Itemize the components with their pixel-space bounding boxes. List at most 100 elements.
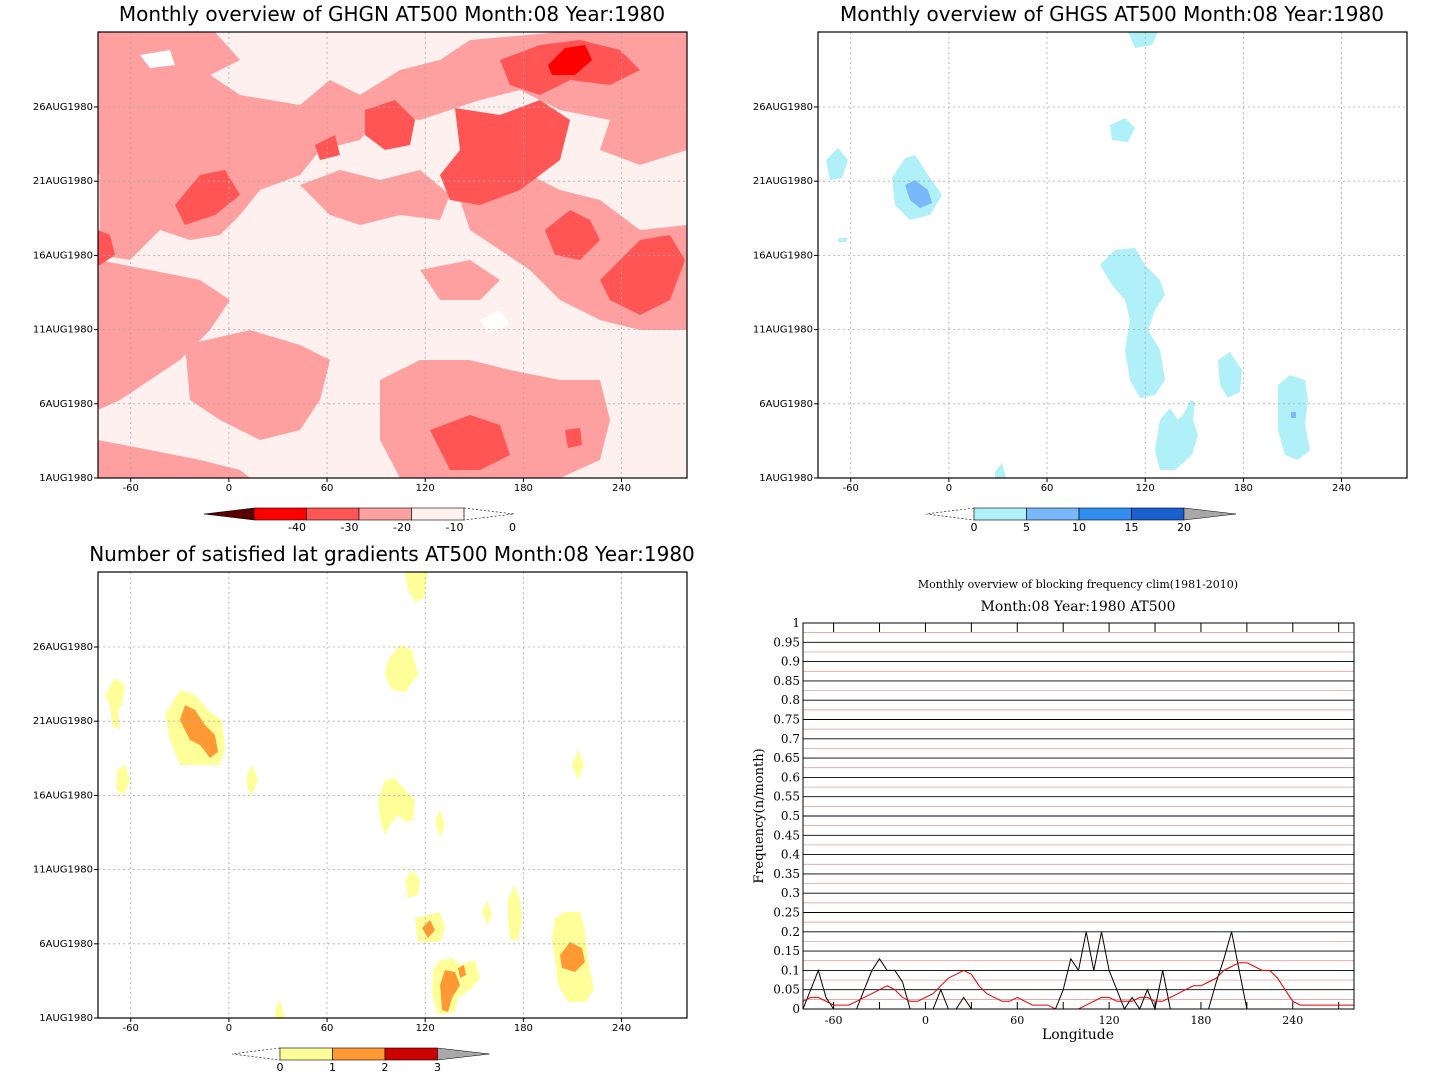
freq-y-tick-label: 0.15 xyxy=(773,944,800,958)
freq-y-tick-label: 0.25 xyxy=(773,906,800,920)
ghgs-y-axis: 1AUG1980 6AUG1980 11AUG1980 16AUG1980 21AUG1… xyxy=(753,102,818,484)
freq-y-tick-label: 0.5 xyxy=(781,809,800,823)
latgrad-region xyxy=(422,920,435,938)
latgrad-x-tick-label: 120 xyxy=(416,1023,435,1034)
ghgs-colorbar-swatch xyxy=(1026,507,1080,521)
ghgn-colorbar-label: -30 xyxy=(341,521,359,534)
latgrad-region xyxy=(560,942,585,972)
latgrad-colorbar-swatch xyxy=(279,1047,333,1061)
latgrad-region xyxy=(405,572,428,602)
freq-y-tick-label: 0 xyxy=(792,1002,800,1016)
ghgs-x-tick-label: 60 xyxy=(1041,483,1054,494)
ghgn-region xyxy=(380,360,610,478)
ghgs-x-tick-label: 240 xyxy=(1332,483,1351,494)
freq-y-tick-label: 0.65 xyxy=(773,751,800,765)
ghgs-y-tick-label: 1AUG1980 xyxy=(759,473,813,484)
latgrad-colorbar-label: 0 xyxy=(277,1061,284,1074)
ghgs-grid xyxy=(818,32,1407,478)
ghgs-x-tick-label: 120 xyxy=(1136,483,1155,494)
ghgs-colorbar-label: 20 xyxy=(1177,521,1191,534)
ghgn-region xyxy=(420,260,500,300)
ghgn-colorbar-swatch xyxy=(411,507,465,521)
freq-x-tick-label: 180 xyxy=(1190,1014,1211,1027)
ghgn-x-tick-label: 120 xyxy=(416,483,435,494)
ghgs-region xyxy=(838,238,848,242)
ghgn-x-tick-label: 0 xyxy=(226,483,232,494)
latgrad-region xyxy=(458,965,466,978)
latgrad-region xyxy=(440,970,460,1012)
ghgn-region xyxy=(175,170,240,225)
ghgs-colorbar-label: 0 xyxy=(971,521,978,534)
latgrad-region xyxy=(405,870,420,898)
latgrad-colorbar-label: 1 xyxy=(329,1061,336,1074)
ghgn-region xyxy=(480,310,510,333)
freq-y-tick-label: 0.85 xyxy=(773,674,800,688)
freq-y-tick-label: 0.75 xyxy=(773,713,800,727)
ghgn-y-tick-label: 1AUG1980 xyxy=(39,473,93,484)
ghgs-y-tick-label: 26AUG1980 xyxy=(753,102,813,113)
freq-y-axis: 0 0.05 0.1 0.15 0.2 0.25 0.3 0.35 0.4 0.45 0.5 0.55… xyxy=(773,616,800,1016)
ghgs-colorbar-label: 15 xyxy=(1125,521,1139,534)
ghgs-y-tick-label: 6AUG1980 xyxy=(759,399,813,410)
ghgn-colorbar-swatch xyxy=(253,507,307,521)
latgrad-colorbar: 0 1 2 3 xyxy=(231,1047,490,1074)
ghgn-region xyxy=(300,170,450,225)
ghgs-colorbar-label: 10 xyxy=(1072,521,1086,534)
ghgs-region xyxy=(995,463,1006,478)
ghgs-colorbar-label: 5 xyxy=(1023,521,1030,534)
ghgn-region xyxy=(98,40,140,175)
latgrad-x-tick-label: 0 xyxy=(226,1023,232,1034)
ghgn-region xyxy=(185,330,330,440)
ghgs-x-tick-label: -60 xyxy=(843,483,859,494)
ghgn-y-tick-label: 21AUG1980 xyxy=(33,176,93,187)
ghgs-y-tick-label: 11AUG1980 xyxy=(753,325,813,336)
latgrad-colorbar-label: 2 xyxy=(382,1061,389,1074)
freq-y-tick-label: 0.2 xyxy=(781,925,800,939)
freq-y-label: Frequency(n/month) xyxy=(752,748,767,883)
latgrad-y-axis: 1AUG1980 6AUG1980 11AUG1980 16AUG1980 21AUG1… xyxy=(33,642,98,1024)
ghgn-colorbar-label: 0 xyxy=(509,521,516,534)
panel-lat-gradients: Number of satisfied lat gradients AT500 … xyxy=(33,542,695,1074)
latgrad-region xyxy=(275,1000,285,1018)
latgrad-region xyxy=(572,750,584,780)
latgrad-region xyxy=(378,778,415,835)
freq-y-tick-label: 0.6 xyxy=(781,770,800,784)
ghgs-colorbar-swatch xyxy=(1078,507,1132,521)
ghgn-colorbar-label: -20 xyxy=(393,521,411,534)
ghgs-colorbar-swatch xyxy=(973,507,1027,521)
latgrad-colorbar-swatch xyxy=(332,1047,386,1061)
latgrad-x-axis: -60 0 60 120 180 240 xyxy=(123,1018,631,1034)
ghgn-zero-spots xyxy=(140,50,510,333)
ghgs-y-tick-label: 16AUG1980 xyxy=(753,250,813,261)
ghgn-x-axis: -60 0 60 120 180 240 xyxy=(123,478,631,494)
ghgn-region xyxy=(548,45,592,75)
ghgs-region xyxy=(1218,352,1242,398)
freq-chart-title: Monthly overview of blocking frequency c… xyxy=(918,578,1238,591)
ghgn-level-minus30 xyxy=(548,45,592,75)
latgrad-y-tick-label: 26AUG1980 xyxy=(33,642,93,653)
latgrad-region xyxy=(385,645,418,692)
ghgn-y-axis: 1AUG1980 6AUG1980 11AUG1980 16AUG1980 21AUG1… xyxy=(33,102,98,484)
ghgs-colorbar-arrow-low xyxy=(925,507,975,521)
ghgn-colorbar-swatch xyxy=(358,507,412,521)
freq-y-tick-label: 0.8 xyxy=(781,693,800,707)
ghgn-y-tick-label: 16AUG1980 xyxy=(33,250,93,261)
latgrad-x-tick-label: -60 xyxy=(123,1023,139,1034)
latgrad-colorbar-swatch xyxy=(384,1047,438,1061)
ghgn-colorbar-arrow-low xyxy=(203,507,255,521)
freq-x-label: Longitude xyxy=(1042,1027,1114,1043)
ghgn-colorbar: -40 -30 -20 -10 0 xyxy=(203,507,516,534)
freq-y-tick-label: 0.3 xyxy=(781,886,800,900)
freq-y-tick-label: 0.7 xyxy=(781,732,800,746)
freq-grid xyxy=(803,622,1354,1010)
latgrad-region xyxy=(435,810,445,838)
ghgs-region xyxy=(826,148,848,180)
freq-frame xyxy=(802,622,1355,1010)
ghgn-region xyxy=(565,428,582,448)
latgrad-region xyxy=(116,765,130,795)
freq-x-tick-label: 120 xyxy=(1099,1014,1120,1027)
ghgs-region xyxy=(1291,412,1296,418)
ghgn-region xyxy=(545,210,600,260)
ghgn-region xyxy=(98,230,115,265)
